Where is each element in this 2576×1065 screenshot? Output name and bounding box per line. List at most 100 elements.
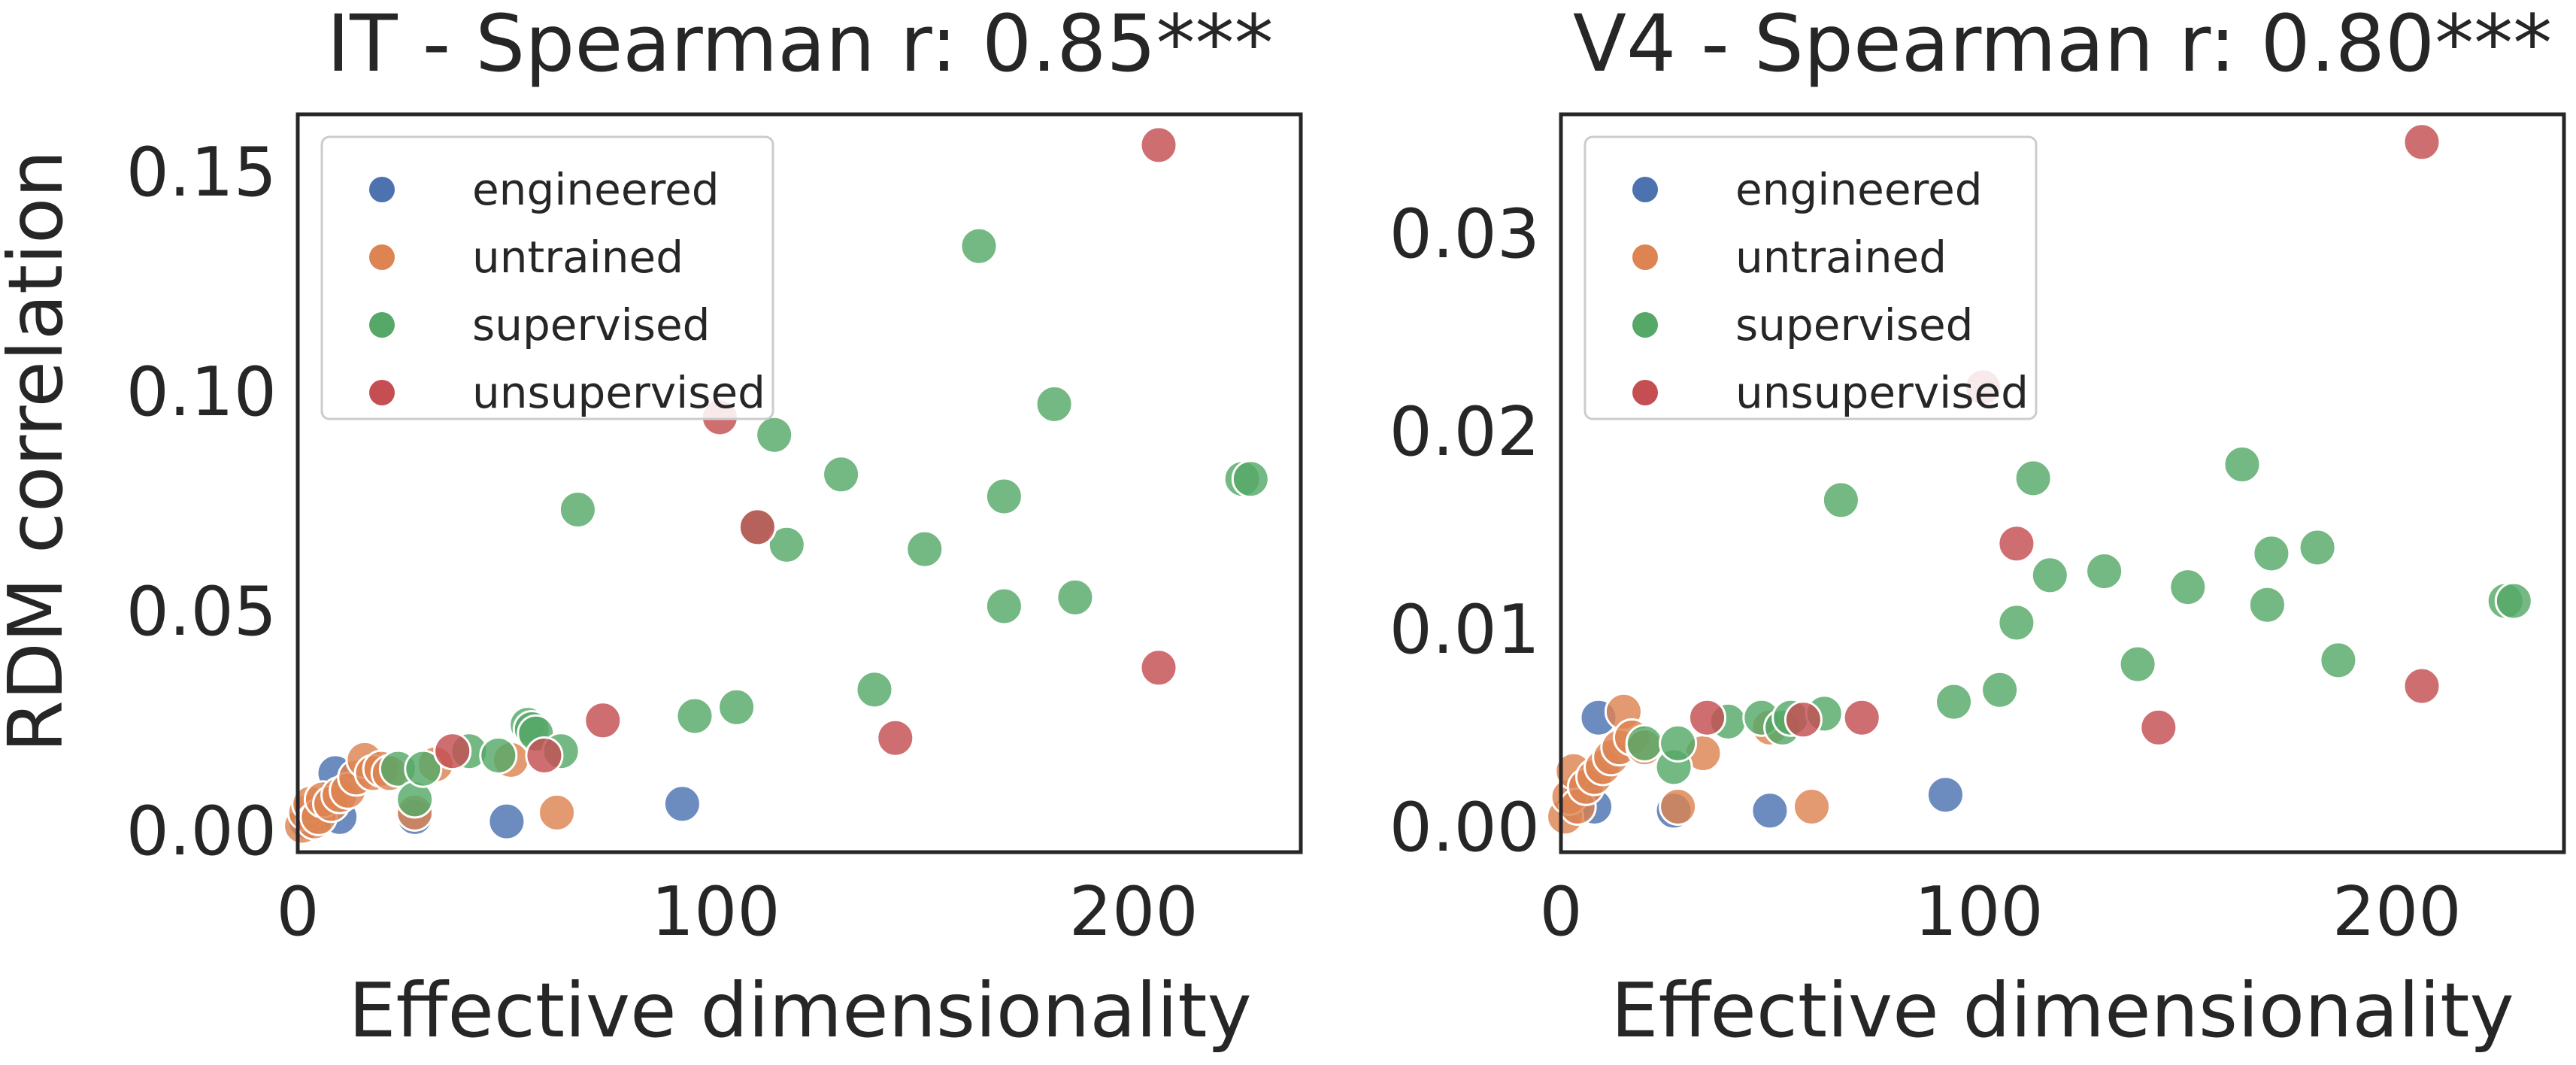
- supervised-point: [905, 529, 944, 569]
- supervised-point: [1625, 724, 1664, 763]
- legend-marker: [1632, 244, 1658, 270]
- it-y-axis-label: RDM correlation: [0, 150, 80, 752]
- v4-panel: V4 - Spearman r: 0.80*** Effective dimen…: [1390, 0, 2566, 1054]
- y-tick-label: 0.10: [126, 353, 277, 432]
- unsupervised-point: [1688, 698, 1726, 737]
- supervised-point: [984, 477, 1023, 516]
- y-tick-label: 0.02: [1390, 393, 1540, 472]
- supervised-point: [855, 670, 894, 709]
- x-tick-label: 100: [1914, 872, 2044, 951]
- untrained-point: [1793, 787, 1831, 826]
- supervised-point: [675, 696, 714, 736]
- legend-label: engineered: [472, 164, 720, 215]
- it-markers: [283, 126, 1270, 845]
- legend-marker: [369, 244, 395, 270]
- it-plot-frame: [295, 112, 1303, 854]
- y-tick-label: 0.00: [1390, 788, 1540, 867]
- legend-label: supervised: [472, 299, 710, 350]
- supervised-point: [1231, 460, 1270, 499]
- unsupervised-point: [876, 718, 915, 757]
- supervised-point: [1935, 682, 1973, 721]
- supervised-point: [558, 490, 597, 529]
- unsupervised-point: [2139, 708, 2178, 747]
- it-panel: IT - Spearman r: 0.85*** RDM correlation…: [0, 0, 1303, 1054]
- legend-label: untrained: [472, 232, 683, 283]
- legend-marker: [369, 380, 395, 405]
- v4-x-axis-label: Effective dimensionality: [1611, 966, 2514, 1054]
- engineered-point: [487, 802, 526, 841]
- legend-marker: [1632, 380, 1658, 405]
- v4-title: V4 - Spearman r: 0.80***: [1573, 0, 2552, 90]
- supervised-point: [2030, 556, 2069, 595]
- legend-label: supervised: [1735, 299, 1973, 350]
- legend-marker: [1632, 177, 1658, 202]
- x-tick-label: 200: [2332, 872, 2462, 951]
- supervised-point: [1980, 670, 2020, 709]
- unsupervised-point: [433, 732, 472, 771]
- unsupervised-point: [738, 508, 777, 547]
- supervised-point: [755, 415, 794, 454]
- unsupervised-point: [1784, 700, 1823, 739]
- it-legend-box: [320, 135, 774, 420]
- it-x-axis-label: Effective dimensionality: [348, 966, 1251, 1054]
- supervised-point: [1035, 384, 1074, 423]
- supervised-point: [1997, 603, 2036, 642]
- it-title: IT - Spearman r: 0.85***: [326, 0, 1273, 90]
- supervised-point: [2168, 568, 2208, 607]
- y-tick-label: 0.01: [1390, 590, 1540, 669]
- unsupervised-point: [1139, 126, 1178, 165]
- untrained-point: [1659, 787, 1698, 826]
- legend-marker: [1632, 312, 1658, 338]
- engineered-point: [1926, 775, 1965, 815]
- supervised-point: [404, 749, 443, 788]
- supervised-point: [479, 736, 518, 775]
- supervised-point: [984, 587, 1023, 626]
- supervised-point: [1056, 578, 1095, 617]
- legend-marker: [369, 177, 395, 202]
- it-ticks: 0 100 200 0.00 0.05 0.10 0.15: [126, 133, 1199, 951]
- supervised-point: [2298, 528, 2337, 567]
- legend-label: engineered: [1735, 164, 1983, 215]
- x-tick-label: 0: [276, 872, 319, 951]
- unsupervised-point: [1997, 524, 2036, 563]
- supervised-point: [822, 455, 861, 494]
- unsupervised-point: [1139, 648, 1178, 687]
- y-tick-label: 0.15: [126, 133, 277, 212]
- v4-plot-frame: [1559, 112, 2566, 854]
- v4-legend: engineered untrained supervised unsupervise…: [1583, 135, 2038, 420]
- v4-legend-box: [1583, 135, 2038, 420]
- supervised-point: [2252, 534, 2291, 573]
- supervised-point: [1659, 724, 1698, 763]
- supervised-point: [959, 226, 999, 265]
- unsupervised-point: [1842, 698, 1881, 737]
- x-tick-label: 100: [651, 872, 780, 951]
- supervised-point: [2085, 552, 2124, 590]
- v4-ticks: 0 100 200 0.00 0.01 0.02 0.03: [1390, 195, 2462, 951]
- supervised-point: [1821, 481, 1860, 520]
- legend-label: unsupervised: [1735, 367, 2029, 418]
- supervised-point: [767, 525, 806, 564]
- supervised-point: [2118, 645, 2157, 684]
- legend-label: untrained: [1735, 232, 1947, 283]
- supervised-point: [717, 687, 756, 727]
- unsupervised-point: [2402, 123, 2441, 162]
- supervised-point: [2319, 641, 2358, 680]
- x-tick-label: 0: [1539, 872, 1582, 951]
- x-tick-label: 200: [1069, 872, 1199, 951]
- engineered-point: [662, 784, 702, 824]
- unsupervised-point: [525, 736, 564, 775]
- unsupervised-point: [583, 701, 623, 740]
- untrained-point: [538, 793, 577, 832]
- supervised-point: [2247, 585, 2287, 624]
- y-tick-label: 0.05: [126, 572, 277, 651]
- supervised-point: [2494, 581, 2533, 620]
- y-tick-label: 0.00: [126, 792, 277, 871]
- supervised-point: [2223, 445, 2262, 484]
- legend-label: unsupervised: [472, 367, 765, 418]
- unsupervised-point: [2402, 666, 2441, 705]
- it-legend: engineered untrained supervised unsupervise…: [320, 135, 774, 420]
- supervised-point: [2014, 459, 2053, 498]
- legend-marker: [369, 312, 395, 338]
- engineered-point: [1750, 791, 1790, 830]
